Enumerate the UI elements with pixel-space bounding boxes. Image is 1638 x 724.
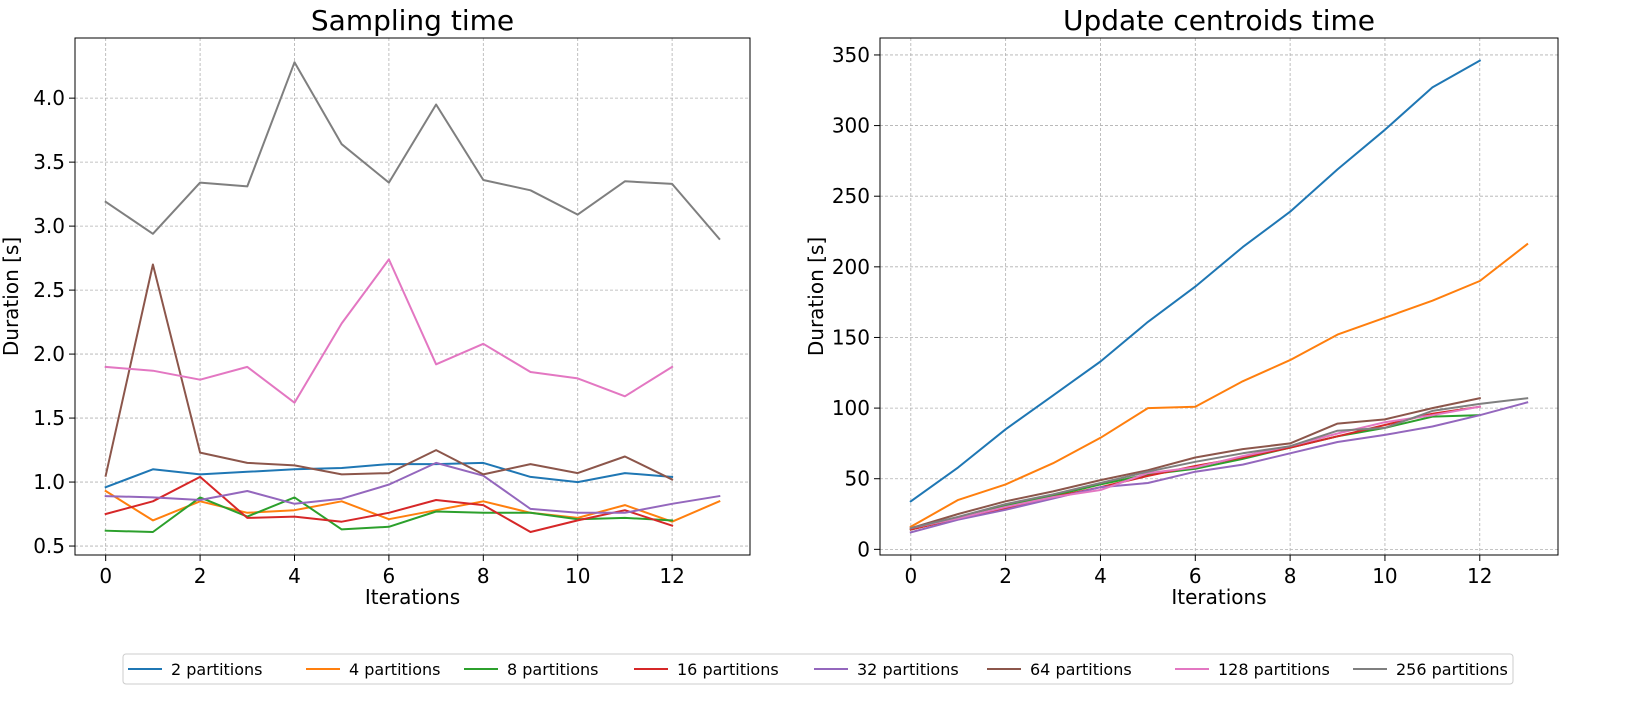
series-line-64-partitions [104,263,674,481]
series-line-32-partitions [909,401,1529,534]
series-line-16-partitions [104,475,674,533]
legend-label: 128 partitions [1218,660,1330,679]
y-tick-label: 0.5 [33,534,65,558]
x-tick-label: 6 [383,564,396,588]
y-tick-label: 300 [832,114,870,138]
series-line-128-partitions [104,258,674,404]
legend-item-16-partitions: 16 partitions [634,660,779,679]
y-axis-label: Duration [s] [0,237,23,356]
y-axis-label: Duration [s] [804,237,828,356]
y-tick-label: 250 [832,184,870,208]
legend-label: 256 partitions [1396,660,1508,679]
series-line-256-partitions [909,397,1529,530]
legend-item-2-partitions: 2 partitions [128,660,263,679]
series-line-4-partitions [909,242,1529,529]
y-tick-label: 3.5 [33,150,65,174]
y-tick-label: 0 [857,537,870,561]
y-tick-label: 4.0 [33,86,65,110]
x-tick-label: 0 [99,564,112,588]
x-tick-label: 6 [1189,564,1202,588]
x-axis-label: Iterations [1171,585,1266,609]
x-tick-label: 10 [565,564,590,588]
series-line-2-partitions [104,461,674,489]
series-line-4-partitions [104,489,721,523]
legend-item-4-partitions: 4 partitions [306,660,441,679]
series-line-256-partitions [104,61,721,241]
legend-item-32-partitions: 32 partitions [814,660,959,679]
series-line-128-partitions [909,405,1481,530]
plot-frame [879,37,1559,556]
x-tick-label: 8 [1284,564,1297,588]
legend: 2 partitions 4 partitions 8 partitions 16 p… [122,653,1514,685]
series-group [104,61,721,533]
chart-title: Sampling time [311,4,514,37]
legend-label: 8 partitions [507,660,599,679]
grid [75,38,750,555]
x-tick-label: 12 [659,564,684,588]
y-tick-label: 100 [832,396,870,420]
x-tick-label: 10 [1372,564,1397,588]
y-tick-label: 50 [845,467,870,491]
x-tick-label: 2 [999,564,1012,588]
legend-label: 64 partitions [1030,660,1132,679]
x-axis-label: Iterations [365,585,460,609]
x-tick-label: 4 [1094,564,1107,588]
chart-title: Update centroids time [1063,4,1375,37]
series-line-2-partitions [909,59,1482,503]
series-line-16-partitions [909,405,1481,531]
series-line-32-partitions [104,461,721,514]
x-tick-label: 0 [904,564,917,588]
y-tick-label: 150 [832,325,870,349]
y-tick-label: 2.0 [33,342,65,366]
y-tick-label: 1.0 [33,470,65,494]
legend-item-64-partitions: 64 partitions [987,660,1132,679]
series-line-64-partitions [909,397,1481,530]
x-tick-label: 12 [1467,564,1492,588]
series-line-8-partitions [104,496,674,533]
legend-item-128-partitions: 128 partitions [1175,660,1330,679]
sampling-time-panel: Sampling time Iterations Duration [s] 0 2… [0,4,751,609]
legend-label: 4 partitions [349,660,441,679]
legend-label: 16 partitions [677,660,779,679]
y-tick-label: 3.0 [33,214,65,238]
legend-label: 32 partitions [857,660,959,679]
plot-frame [74,37,751,556]
legend-item-256-partitions: 256 partitions [1353,660,1508,679]
x-tick-label: 8 [477,564,490,588]
grid [880,38,1558,555]
legend-item-8-partitions: 8 partitions [464,660,599,679]
y-tick-label: 2.5 [33,278,65,302]
legend-label: 2 partitions [171,660,263,679]
series-group [909,59,1529,534]
y-tick-label: 1.5 [33,406,65,430]
x-tick-label: 4 [288,564,301,588]
y-tick-label: 350 [832,43,870,67]
y-tick-label: 200 [832,255,870,279]
update-centroids-time-panel: Update centroids time Iterations Duratio… [804,4,1559,609]
x-tick-label: 2 [194,564,207,588]
